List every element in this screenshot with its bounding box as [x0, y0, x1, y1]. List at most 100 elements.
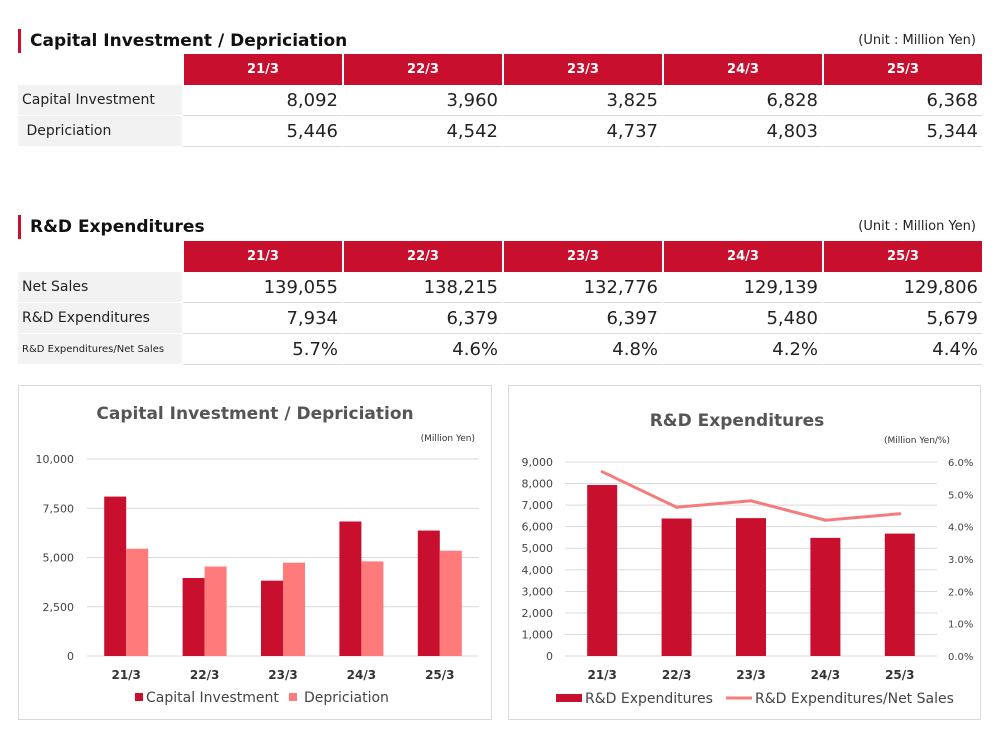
- legend-label: R&D Expenditures: [585, 691, 713, 707]
- section-accent-bar: [18, 29, 21, 53]
- table-cell: 4.2%: [662, 334, 822, 365]
- bar-rd-expenditures: [810, 537, 841, 656]
- rd-unit-label: (Unit : Million Yen): [858, 219, 976, 234]
- bar-depreciation: [439, 550, 462, 656]
- table-row: R&D Expenditures 7,934 6,379 6,397 5,480…: [18, 303, 982, 334]
- column-header: 24/3: [662, 241, 822, 272]
- y-tick-label: 0: [546, 650, 553, 663]
- bar-depreciation: [283, 562, 305, 656]
- unit-label: (Million Yen/%): [884, 436, 950, 446]
- row-label: R&D Expenditures/Net Sales: [18, 334, 182, 365]
- capex-section-title: Capital Investment / Depriciation: [30, 31, 348, 51]
- column-header: 25/3: [822, 241, 982, 272]
- bar-rd-expenditures: [736, 518, 766, 656]
- y-tick-label: 6,000: [522, 521, 554, 534]
- x-tick-label: 23/3: [268, 668, 297, 682]
- x-tick-label: 22/3: [662, 668, 691, 682]
- rd-chart: R&D Expenditures (Million Yen/%) 0 1,000 2,0…: [522, 411, 974, 707]
- bar-depreciation: [204, 566, 227, 656]
- bar-capital-investment: [104, 496, 127, 656]
- capex-section-header: Capital Investment / Depriciation (Unit …: [18, 27, 980, 55]
- x-tick-label: 24/3: [347, 668, 376, 682]
- column-header: 21/3: [182, 241, 342, 272]
- table-cell: 129,139: [662, 272, 822, 303]
- table-cell: 5,446: [182, 116, 342, 147]
- chart-title: Capital Investment / Depriciation: [96, 404, 413, 424]
- table-corner: [18, 241, 182, 272]
- bar-depreciation: [361, 561, 384, 656]
- table-cell: 129,806: [822, 272, 982, 303]
- y2-tick-label: 0.0%: [948, 652, 973, 663]
- section-accent-bar: [18, 215, 21, 239]
- table-cell: 4.6%: [342, 334, 502, 365]
- table-cell: 139,055: [182, 272, 342, 303]
- x-tick-label: 22/3: [190, 668, 219, 682]
- bar-depreciation: [126, 548, 149, 656]
- x-tick-label: 25/3: [885, 668, 914, 682]
- x-tick-label: 25/3: [425, 668, 454, 682]
- table-cell: 6,379: [342, 303, 502, 334]
- column-header: 22/3: [342, 54, 502, 85]
- table-cell: 4,737: [502, 116, 662, 147]
- line-point-rd-ratio: [600, 470, 604, 474]
- chart-title: R&D Expenditures: [650, 411, 825, 431]
- table-cell: 7,934: [182, 303, 342, 334]
- bar-capital-investment: [417, 530, 440, 656]
- capex-unit-label: (Unit : Million Yen): [858, 33, 976, 48]
- y-tick-label: 0: [67, 650, 74, 663]
- capex-table: 21/3 22/3 23/3 24/3 25/3 Capital Investm…: [18, 54, 982, 147]
- table-cell: 132,776: [502, 272, 662, 303]
- legend-label: Capital Investment: [146, 690, 279, 706]
- bar-capital-investment: [182, 577, 205, 656]
- table-cell: 6,828: [662, 85, 822, 116]
- row-label: R&D Expenditures: [18, 303, 182, 334]
- bar-capital-investment: [339, 521, 362, 656]
- y-tick-label: 9,000: [522, 456, 554, 469]
- row-label: Capital Investment: [18, 85, 182, 116]
- y-tick-label: 3,000: [522, 585, 554, 598]
- y2-tick-label: 5.0%: [948, 490, 973, 501]
- column-header: 24/3: [662, 54, 822, 85]
- x-tick-label: 21/3: [111, 668, 140, 682]
- y2-tick-label: 2.0%: [948, 587, 973, 598]
- capex-chart: Capital Investment / Depriciation (Millio…: [36, 404, 479, 706]
- bar-capital-investment: [261, 580, 283, 656]
- legend-swatch-depreciation: [289, 693, 297, 701]
- table-cell: 5,679: [822, 303, 982, 334]
- legend-swatch-capital-investment: [135, 693, 143, 701]
- column-header: 23/3: [502, 241, 662, 272]
- y-tick-label: 2,500: [43, 601, 75, 614]
- table-cell: 6,368: [822, 85, 982, 116]
- line-point-rd-ratio: [675, 505, 679, 509]
- unit-label: (Million Yen): [421, 434, 475, 444]
- x-tick-label: 21/3: [587, 668, 616, 682]
- column-header: 21/3: [182, 54, 342, 85]
- column-header: 23/3: [502, 54, 662, 85]
- y-tick-label: 10,000: [36, 453, 75, 466]
- bar-rd-expenditures: [884, 533, 915, 656]
- rd-section-header: R&D Expenditures (Unit : Million Yen): [18, 213, 980, 241]
- table-cell: 138,215: [342, 272, 502, 303]
- line-point-rd-ratio: [823, 518, 827, 522]
- rd-chart-panel: R&D Expenditures (Million Yen/%) 0 1,000 2,0…: [508, 385, 981, 720]
- row-label: Depriciation: [18, 116, 182, 147]
- table-cell: 4,803: [662, 116, 822, 147]
- table-cell: 4,542: [342, 116, 502, 147]
- y-tick-label: 5,000: [43, 552, 75, 565]
- line-point-rd-ratio: [749, 499, 753, 503]
- table-row: Depriciation 5,446 4,542 4,737 4,803 5,3…: [18, 116, 982, 147]
- legend-label: Depriciation: [304, 690, 389, 706]
- capex-header-row: 21/3 22/3 23/3 24/3 25/3: [18, 54, 982, 85]
- rd-header-row: 21/3 22/3 23/3 24/3 25/3: [18, 241, 982, 272]
- column-header: 22/3: [342, 241, 502, 272]
- y-tick-label: 7,500: [43, 502, 75, 515]
- bar-rd-expenditures: [661, 518, 692, 656]
- table-row: R&D Expenditures/Net Sales 5.7% 4.6% 4.8…: [18, 334, 982, 365]
- x-tick-label: 23/3: [736, 668, 765, 682]
- y-tick-label: 8,000: [522, 478, 554, 491]
- table-cell: 5,344: [822, 116, 982, 147]
- row-label: Net Sales: [18, 272, 182, 303]
- table-cell: 3,825: [502, 85, 662, 116]
- y2-tick-label: 4.0%: [948, 523, 973, 534]
- x-tick-label: 24/3: [811, 668, 840, 682]
